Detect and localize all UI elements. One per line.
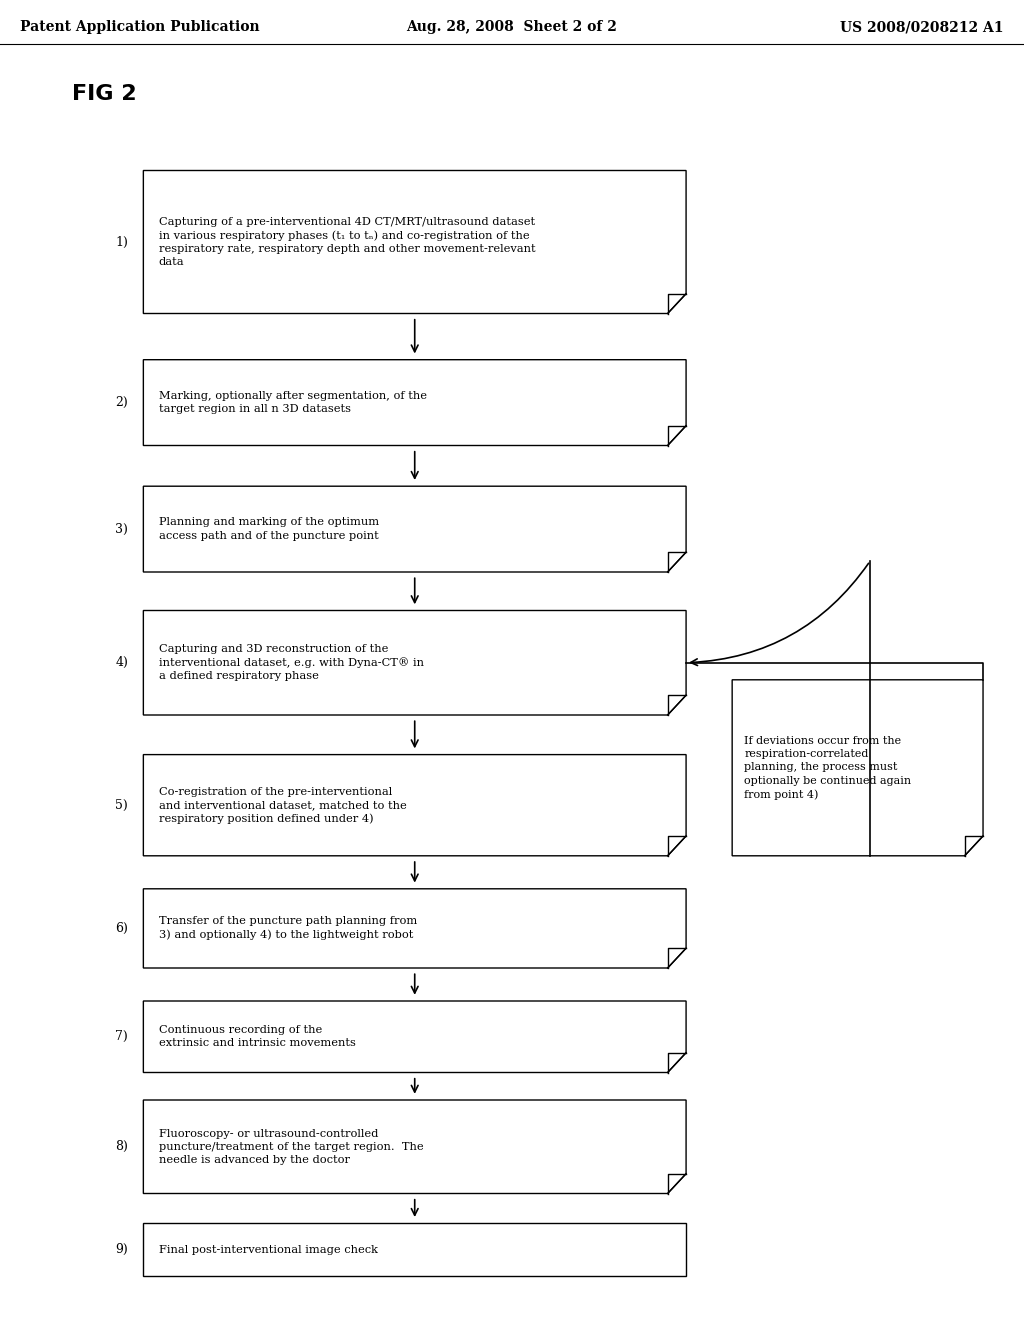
Text: 6): 6) (115, 921, 128, 935)
Text: 4): 4) (115, 656, 128, 669)
Text: Capturing of a pre-interventional 4D CT/MRT/ultrasound dataset
in various respir: Capturing of a pre-interventional 4D CT/… (159, 216, 536, 267)
Text: 2): 2) (116, 396, 128, 409)
Text: 1): 1) (115, 235, 128, 248)
Text: Continuous recording of the
extrinsic and intrinsic movements: Continuous recording of the extrinsic an… (159, 1026, 355, 1048)
Text: Fluoroscopy- or ultrasound-controlled
puncture/treatment of the target region.  : Fluoroscopy- or ultrasound-controlled pu… (159, 1129, 423, 1166)
Text: 5): 5) (116, 799, 128, 812)
Text: FIG 2: FIG 2 (72, 83, 136, 103)
Text: Planning and marking of the optimum
access path and of the puncture point: Planning and marking of the optimum acce… (159, 517, 379, 541)
Text: Transfer of the puncture path planning from
3) and optionally 4) to the lightwei: Transfer of the puncture path planning f… (159, 916, 417, 940)
Text: 7): 7) (116, 1030, 128, 1043)
Text: US 2008/0208212 A1: US 2008/0208212 A1 (840, 21, 1004, 34)
Text: 3): 3) (115, 523, 128, 536)
Text: If deviations occur from the
respiration-correlated
planning, the process must
o: If deviations occur from the respiration… (744, 737, 911, 800)
Text: Capturing and 3D reconstruction of the
interventional dataset, e.g. with Dyna-CT: Capturing and 3D reconstruction of the i… (159, 644, 424, 681)
Text: Final post-interventional image check: Final post-interventional image check (159, 1245, 378, 1254)
Text: Co-registration of the pre-interventional
and interventional dataset, matched to: Co-registration of the pre-interventiona… (159, 787, 407, 824)
Text: Marking, optionally after segmentation, of the
target region in all n 3D dataset: Marking, optionally after segmentation, … (159, 391, 427, 414)
Bar (143, 1224, 686, 1276)
Text: 8): 8) (115, 1140, 128, 1154)
Text: Patent Application Publication: Patent Application Publication (20, 21, 260, 34)
Text: Aug. 28, 2008  Sheet 2 of 2: Aug. 28, 2008 Sheet 2 of 2 (407, 21, 617, 34)
Text: 9): 9) (116, 1243, 128, 1257)
